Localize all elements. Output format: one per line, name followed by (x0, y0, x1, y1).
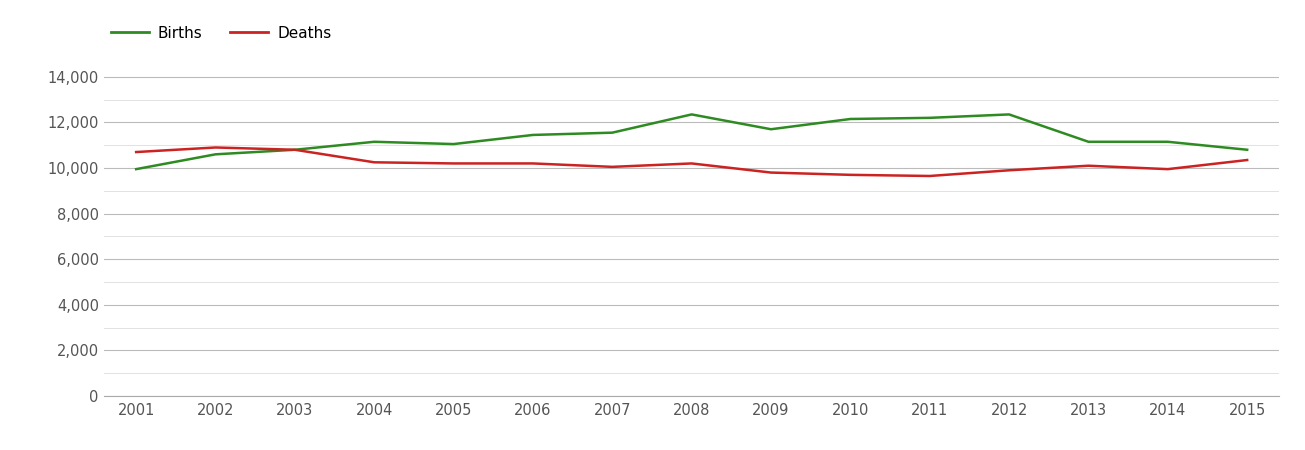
Deaths (604, 164, 620, 170)
Births (287, 147, 303, 153)
Deaths (921, 173, 937, 179)
Deaths (763, 170, 779, 175)
Births (604, 130, 620, 135)
Births (1001, 112, 1017, 117)
Births (1240, 147, 1255, 153)
Births (843, 116, 859, 122)
Births (367, 139, 382, 144)
Deaths (128, 149, 144, 155)
Deaths (843, 172, 859, 178)
Deaths (287, 147, 303, 153)
Births (1160, 139, 1176, 144)
Deaths (367, 160, 382, 165)
Births (525, 132, 540, 138)
Births (684, 112, 699, 117)
Births (207, 152, 223, 157)
Deaths (525, 161, 540, 166)
Deaths (1240, 158, 1255, 163)
Line: Deaths: Deaths (136, 148, 1248, 176)
Births (446, 141, 462, 147)
Deaths (1160, 166, 1176, 172)
Deaths (1001, 167, 1017, 173)
Deaths (446, 161, 462, 166)
Deaths (1081, 163, 1096, 168)
Births (921, 115, 937, 121)
Births (128, 166, 144, 172)
Line: Births: Births (136, 114, 1248, 169)
Deaths (207, 145, 223, 150)
Births (1081, 139, 1096, 144)
Legend: Births, Deaths: Births, Deaths (104, 20, 338, 47)
Births (763, 126, 779, 132)
Deaths (684, 161, 699, 166)
